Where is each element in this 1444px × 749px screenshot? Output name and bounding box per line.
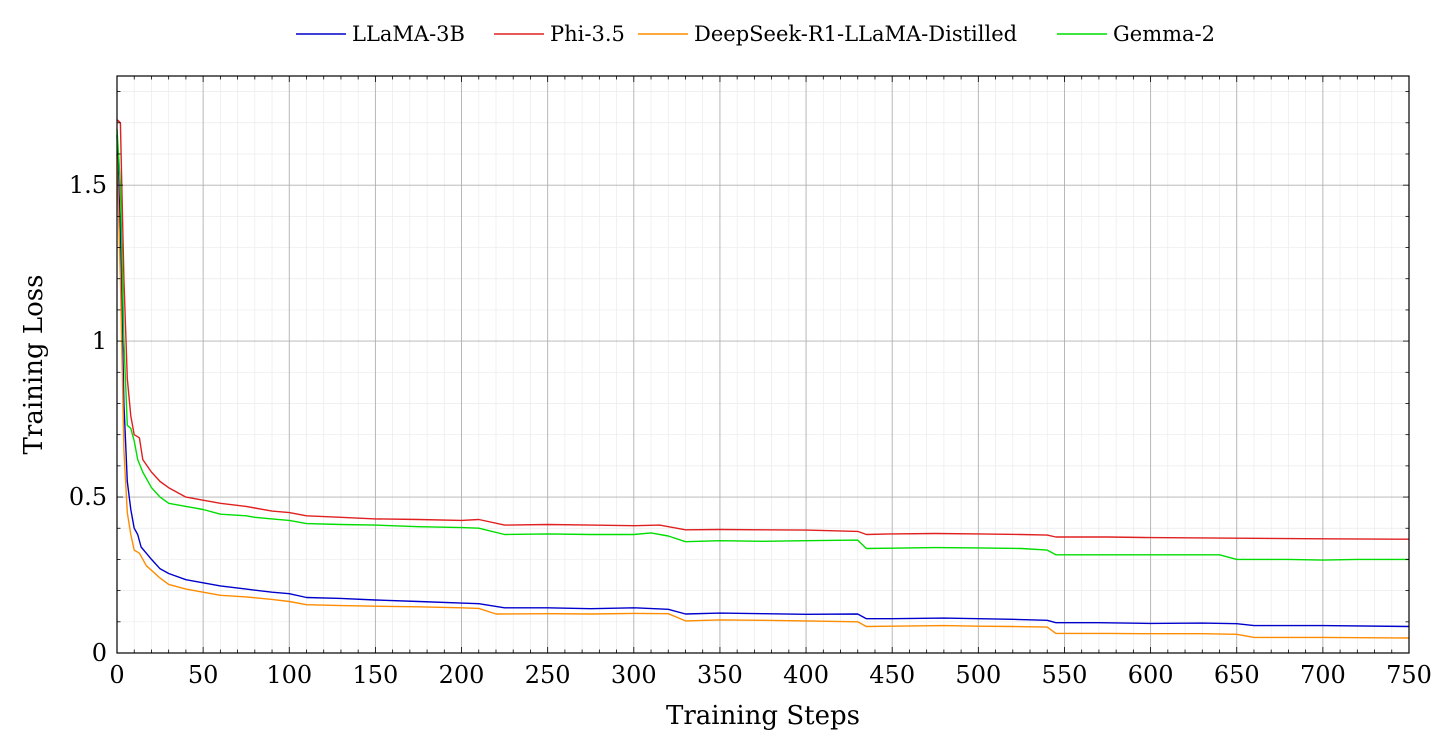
- x-tick-label: 300: [611, 661, 657, 689]
- series-line-llama-3b: [116, 135, 1410, 628]
- plot-frame: [116, 75, 1410, 654]
- x-tick-label: 200: [439, 661, 485, 689]
- x-tick-label: 100: [266, 661, 312, 689]
- legend-label-gemma-2: Gemma-2: [1113, 22, 1215, 46]
- legend-entry-gemma-2: Gemma-2: [1057, 22, 1215, 46]
- series-line-deepseek-r1-llama-distilled: [116, 153, 1410, 639]
- x-tick-label: 350: [697, 661, 743, 689]
- y-tick-label: 1: [92, 327, 107, 355]
- legend: LLaMA-3B Phi-3.5 DeepSeek-R1-LLaMA-Disti…: [296, 22, 1215, 46]
- legend-label-deepseek-r1-llama-distilled: DeepSeek-R1-LLaMA-Distilled: [694, 22, 1017, 46]
- x-tick-label: 750: [1386, 661, 1432, 689]
- series-line-gemma-2: [116, 128, 1409, 561]
- y-tick-label: 1.5: [69, 171, 107, 199]
- x-tick-label: 450: [869, 661, 915, 689]
- y-axis-label: Training Loss: [19, 275, 49, 455]
- x-tick-label: 50: [188, 661, 219, 689]
- legend-label-llama-3b: LLaMA-3B: [352, 22, 465, 46]
- series-line-phi-3-5: [116, 119, 1410, 540]
- legend-entry-llama-3b: LLaMA-3B: [296, 22, 465, 46]
- x-axis-label: Training Steps: [666, 701, 860, 731]
- x-tick-label: 400: [783, 661, 829, 689]
- x-tick-label: 500: [955, 661, 1001, 689]
- legend-entry-phi-3-5: Phi-3.5: [494, 22, 625, 46]
- x-tick-label: 250: [525, 661, 571, 689]
- x-tick-label: 650: [1214, 661, 1260, 689]
- x-tick-label: 550: [1042, 661, 1088, 689]
- series-lines: [116, 119, 1410, 639]
- x-tick-label: 150: [352, 661, 398, 689]
- minor-grid: [117, 76, 1409, 653]
- axis-ticks: [116, 76, 1410, 654]
- y-tick-label: 0.5: [69, 483, 107, 511]
- x-tick-label: 700: [1300, 661, 1346, 689]
- y-tick-labels: 0 0.5 1 1.5: [69, 171, 107, 667]
- x-tick-label: 0: [109, 661, 124, 689]
- major-grid: [116, 76, 1410, 654]
- y-tick-label: 0: [92, 639, 107, 667]
- x-tick-labels: 0 50 100 150 200 250 300 350 400 450 500 550 600 650 7…: [109, 661, 1432, 689]
- legend-label-phi-3-5: Phi-3.5: [550, 22, 625, 46]
- x-tick-label: 600: [1128, 661, 1174, 689]
- legend-entry-deepseek-r1-llama-distilled: DeepSeek-R1-LLaMA-Distilled: [638, 22, 1017, 46]
